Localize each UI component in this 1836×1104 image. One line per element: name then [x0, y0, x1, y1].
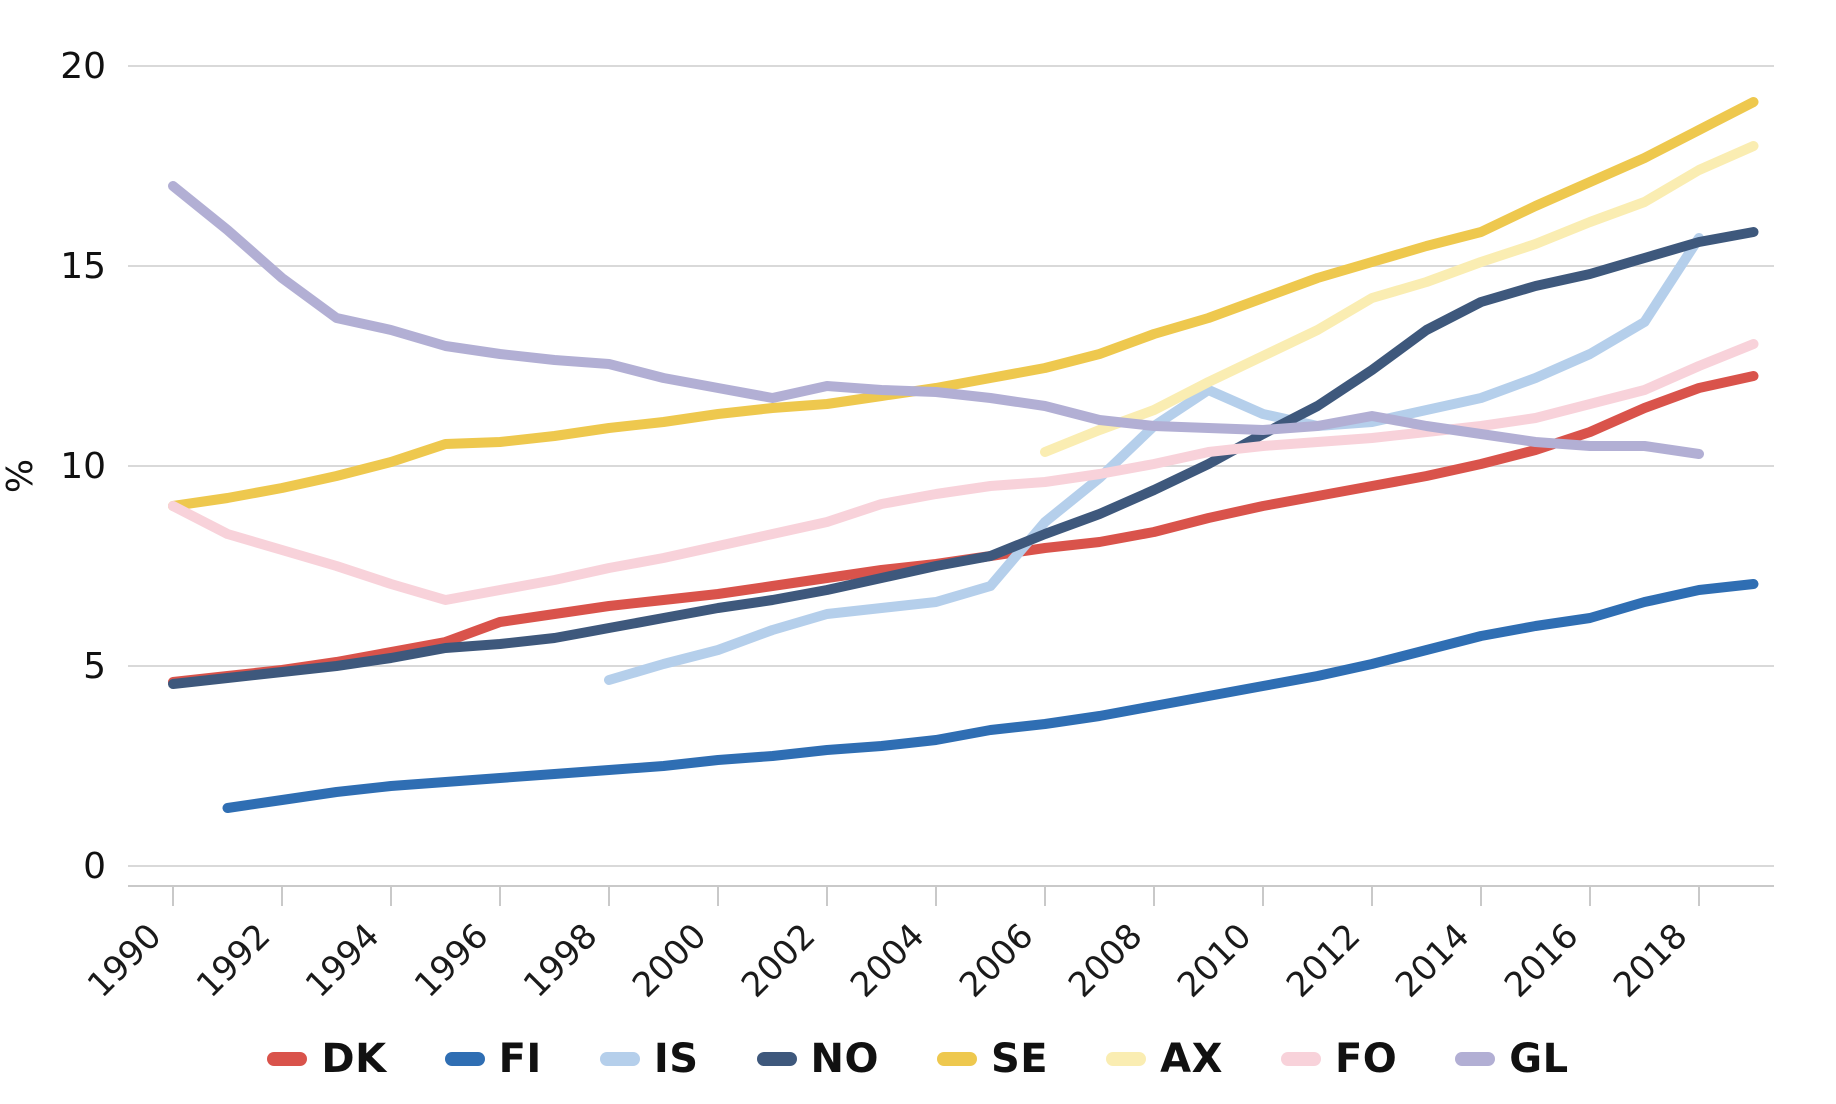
legend-swatch-SE: [937, 1052, 977, 1066]
legend-item-AX: AX: [1106, 1036, 1223, 1082]
y-tick-label-0: 0: [83, 846, 106, 887]
series-line-NO: [168, 227, 1759, 689]
x-tick-label-2012: 2012: [1279, 916, 1368, 1005]
legend-label-IS: IS: [653, 1036, 699, 1082]
y-tick-label-10: 10: [60, 446, 106, 487]
x-tick-label-2000: 2000: [625, 916, 714, 1005]
series-line-GL: [168, 181, 1704, 459]
x-tick-label-1992: 1992: [189, 916, 278, 1005]
legend-label-FI: FI: [498, 1036, 542, 1082]
legend-swatch-DK: [267, 1052, 308, 1066]
x-tick-label-2008: 2008: [1061, 916, 1150, 1005]
legend-swatch-FI: [444, 1052, 485, 1066]
x-tick-label-1998: 1998: [516, 916, 605, 1005]
x-tick-label-1990: 1990: [80, 916, 169, 1005]
legend-item-NO: NO: [756, 1036, 879, 1082]
x-tick-label-2018: 2018: [1606, 916, 1695, 1005]
x-tick-label-2006: 2006: [952, 916, 1041, 1005]
legend-item-GL: GL: [1455, 1036, 1568, 1082]
legend-swatch-FO: [1280, 1052, 1321, 1066]
x-tick-label-1994: 1994: [298, 916, 387, 1005]
legend-swatch-GL: [1455, 1052, 1496, 1066]
legend-item-FO: FO: [1280, 1036, 1398, 1082]
legend-swatch-AX: [1106, 1052, 1147, 1066]
legend-item-SE: SE: [937, 1036, 1048, 1082]
y-tick-label-15: 15: [60, 246, 106, 287]
legend-label-DK: DK: [321, 1036, 387, 1082]
legend-item-FI: FI: [444, 1036, 542, 1082]
x-tick-label-2002: 2002: [734, 916, 823, 1005]
x-tick-label-2014: 2014: [1388, 916, 1477, 1005]
legend-item-IS: IS: [599, 1036, 699, 1082]
x-tick-label-1996: 1996: [407, 916, 496, 1005]
legend-label-FO: FO: [1334, 1036, 1398, 1082]
series-line-AX: [1040, 141, 1759, 457]
legend-label-GL: GL: [1509, 1036, 1569, 1082]
y-tick-label-5: 5: [83, 646, 106, 687]
series-line-FO: [168, 339, 1759, 605]
x-tick-label-2016: 2016: [1497, 916, 1586, 1005]
chart-legend: DK FI IS NO SE AX FO GL: [0, 1036, 1836, 1082]
legend-swatch-NO: [756, 1052, 797, 1066]
x-tick-label-2004: 2004: [843, 916, 932, 1005]
series-line-FI: [222, 579, 1759, 813]
y-axis-label: %: [0, 459, 41, 493]
x-tick-label-2010: 2010: [1170, 916, 1259, 1005]
legend-item-DK: DK: [267, 1036, 386, 1082]
legend-label-NO: NO: [810, 1036, 879, 1082]
legend-label-SE: SE: [991, 1036, 1049, 1082]
legend-label-AX: AX: [1160, 1036, 1223, 1082]
series-line-SE: [168, 97, 1759, 511]
y-tick-label-20: 20: [60, 46, 106, 87]
legend-swatch-IS: [599, 1052, 640, 1066]
